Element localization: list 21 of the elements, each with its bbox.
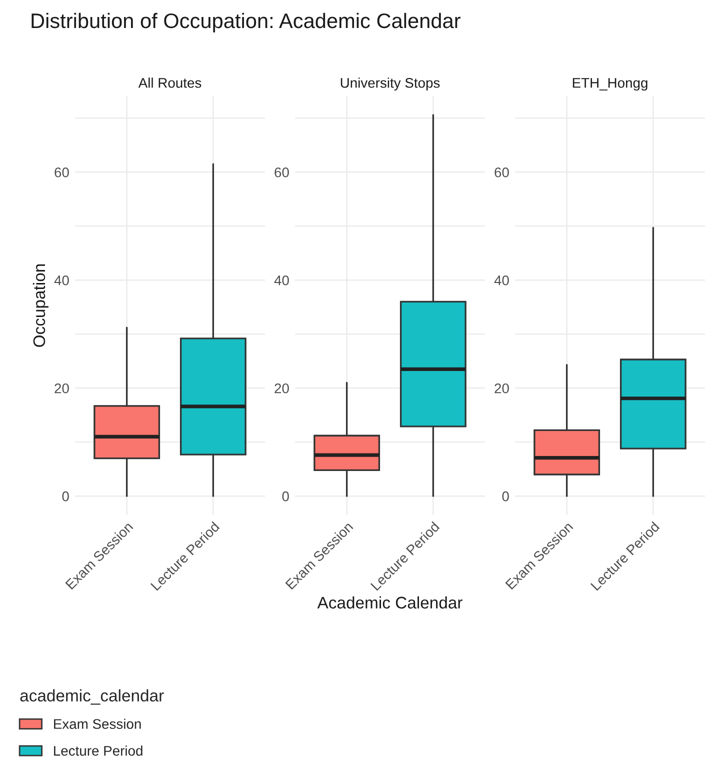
legend-label: Exam Session: [54, 718, 141, 729]
chart-subtitle: ETH_Hongg: [572, 78, 648, 91]
y-tick-label: 20: [494, 383, 509, 394]
y-tick-label: 0: [282, 491, 289, 502]
legend-title: academic_calendar: [20, 689, 164, 705]
y-tick-label: 20: [274, 383, 289, 394]
y-tick-label: 60: [54, 167, 69, 178]
y-tick-label: 60: [494, 167, 509, 178]
y-tick-label: 40: [54, 275, 69, 286]
y-tick-label: 60: [274, 167, 289, 178]
y-tick-label: 20: [54, 383, 69, 394]
chart-title: Distribution of Occupation: Academic Calendar: [32, 12, 460, 32]
y-axis-title: Occupation: [32, 264, 48, 347]
chart-subtitle: All Routes: [138, 78, 202, 88]
y-tick-label: 40: [274, 275, 289, 286]
chart-subtitle: University Stops: [340, 78, 440, 91]
legend-label: Lecture Period: [54, 746, 142, 756]
y-tick-label: 40: [494, 275, 509, 286]
y-tick-label: 0: [62, 491, 69, 502]
y-tick-label: 0: [502, 491, 509, 502]
x-axis-title: Academic Calendar: [317, 596, 462, 609]
